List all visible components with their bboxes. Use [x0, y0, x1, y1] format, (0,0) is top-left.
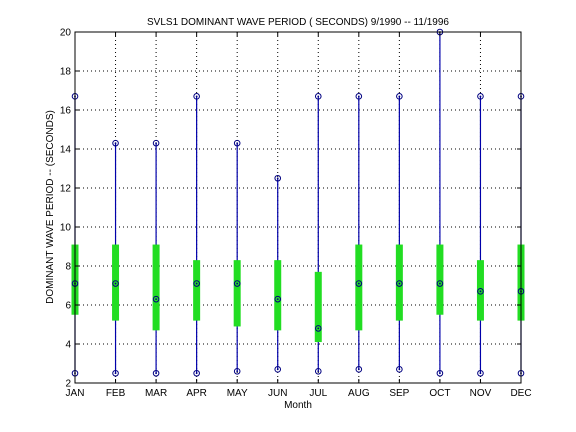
max-marker-nov: [477, 93, 484, 100]
x-tick-label-feb: FEB: [106, 388, 126, 399]
min-marker-dot-oct: [439, 372, 441, 375]
y-tick-label: 6: [65, 301, 71, 312]
min-marker-feb: [112, 369, 119, 377]
x-tick-label-oct: OCT: [429, 388, 450, 399]
min-marker-apr: [193, 369, 200, 377]
y-axis-label: DOMINANT WAVE PERIOD -- (SECONDS): [45, 110, 56, 304]
x-tick-label-jan: JAN: [66, 388, 85, 399]
min-marker-dot-jul: [317, 370, 320, 373]
median-marker-dot-may: [236, 282, 239, 285]
iqr-box-nov: [476, 260, 484, 321]
iqr-box-aug: [355, 244, 363, 331]
median-marker-dot-jul: [317, 327, 320, 330]
x-tick-label-sep: SEP: [389, 388, 409, 399]
median-marker-aug: [355, 280, 363, 287]
median-marker-dot-apr: [195, 282, 198, 285]
max-marker-apr: [193, 93, 200, 100]
y-tick-label: 4: [65, 340, 71, 351]
chart-title: SVLS1 DOMINANT WAVE PERIOD ( SECONDS) 9/…: [147, 17, 449, 28]
iqr-box-feb: [112, 244, 120, 321]
min-marker-dot-sep: [398, 368, 401, 371]
max-marker-dot-jun: [276, 177, 279, 180]
median-marker-dot-jun: [276, 298, 279, 301]
x-tick-label-apr: APR: [186, 388, 207, 399]
max-marker-feb: [112, 139, 119, 147]
y-tick-label: 20: [60, 28, 72, 39]
max-marker-dot-aug: [357, 95, 360, 98]
min-marker-sep: [396, 366, 403, 373]
min-marker-dot-nov: [479, 372, 482, 375]
min-marker-oct: [436, 369, 444, 377]
median-marker-dot-sep: [398, 282, 401, 285]
median-marker-mar: [152, 295, 160, 303]
min-marker-dot-may: [236, 370, 239, 373]
max-marker-aug: [355, 93, 363, 100]
iqr-box-apr: [193, 260, 201, 321]
y-tick-label: 8: [65, 262, 71, 273]
iqr-box-jun: [274, 260, 282, 331]
median-marker-feb: [112, 280, 119, 287]
y-tick-label: 12: [60, 184, 72, 195]
iqr-box-sep: [395, 244, 403, 321]
max-marker-jun: [274, 174, 282, 182]
min-marker-dot-feb: [114, 372, 117, 375]
max-marker-dot-jul: [317, 95, 320, 98]
tick-layer: 2 4 6 8 10 12 14 16 18 20 JAN FEB MAR APR MAY JUN JUL AUG…: [60, 28, 532, 400]
y-tick-label: 2: [65, 379, 71, 390]
min-marker-may: [233, 368, 241, 375]
min-marker-nov: [477, 369, 484, 377]
min-marker-aug: [355, 366, 363, 373]
median-marker-apr: [193, 280, 200, 287]
y-tick-label: 10: [60, 223, 72, 234]
y-tick-label: 14: [60, 145, 72, 156]
x-tick-label-aug: AUG: [348, 388, 370, 399]
x-tick-label-mar: MAR: [145, 388, 167, 399]
median-marker-nov: [477, 288, 484, 295]
max-marker-dot-apr: [195, 95, 198, 98]
median-marker-dot-aug: [357, 282, 360, 285]
y-tick-label: 16: [60, 106, 72, 117]
max-marker-sep: [396, 93, 403, 100]
max-marker-dot-nov: [479, 95, 482, 98]
median-marker-dot-feb: [114, 282, 117, 285]
y-tick-label: 18: [60, 67, 72, 78]
max-marker-dot-sep: [398, 95, 401, 98]
max-marker-dot-feb: [114, 142, 117, 145]
min-marker-jul: [314, 368, 322, 375]
iqr-box-jul: [314, 271, 322, 343]
x-tick-label-nov: NOV: [470, 388, 492, 399]
x-tick-label-jun: JUN: [268, 388, 287, 399]
min-marker-jun: [274, 366, 282, 373]
median-marker-dot-mar: [155, 298, 157, 301]
max-marker-jul: [314, 93, 322, 100]
median-marker-oct: [436, 280, 444, 287]
median-marker-jul: [314, 325, 322, 332]
iqr-box-oct: [436, 244, 444, 315]
max-marker-dot-mar: [155, 142, 157, 145]
median-marker-dot-oct: [439, 282, 441, 285]
x-tick-label-jul: JUL: [309, 388, 327, 399]
max-marker-may: [233, 139, 241, 147]
median-marker-sep: [396, 280, 403, 287]
iqr-box-may: [233, 260, 241, 327]
median-marker-jun: [274, 295, 282, 303]
x-axis-label: Month: [284, 400, 312, 411]
median-marker-dot-nov: [479, 290, 482, 293]
max-marker-dot-may: [236, 142, 239, 145]
min-marker-dot-aug: [357, 368, 360, 371]
min-marker-dot-jun: [276, 368, 279, 371]
min-marker-dot-apr: [195, 372, 198, 375]
median-marker-may: [233, 280, 241, 287]
axes-frame: [74, 31, 522, 384]
max-marker-mar: [152, 139, 160, 147]
iqr-box-mar: [152, 244, 160, 331]
min-marker-dot-mar: [155, 372, 157, 375]
x-tick-label-dec: DEC: [510, 388, 531, 399]
x-tick-label-may: MAY: [227, 388, 248, 399]
min-marker-mar: [152, 369, 160, 377]
